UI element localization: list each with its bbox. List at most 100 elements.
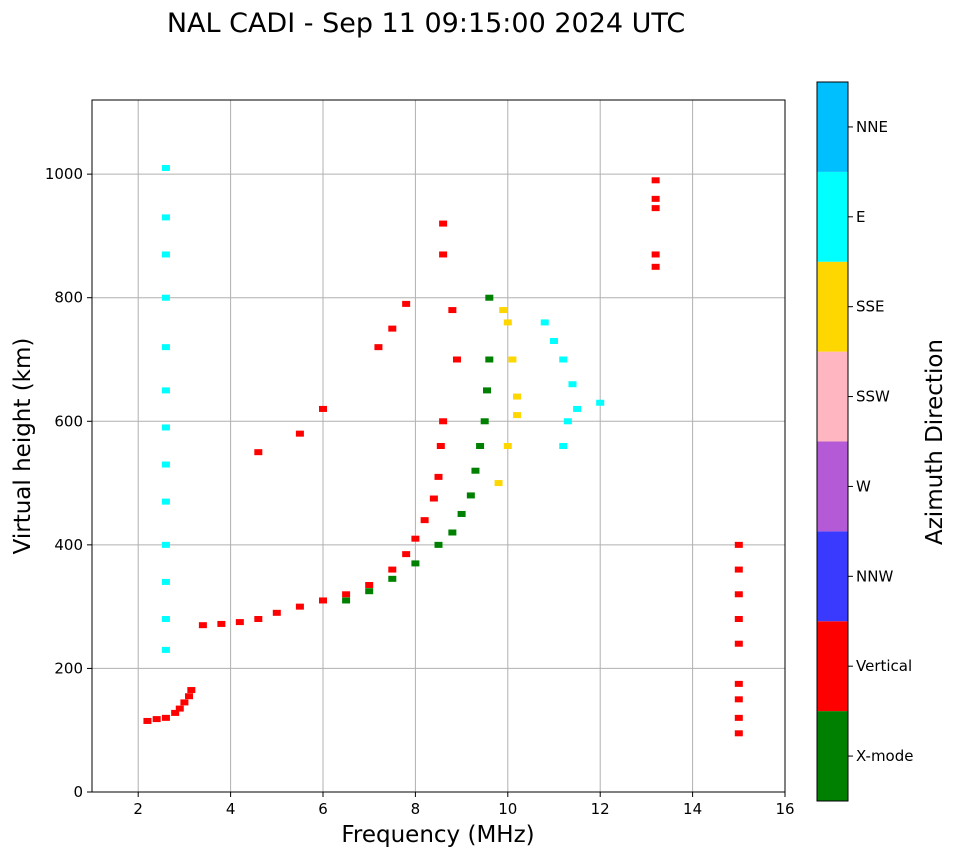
data-point xyxy=(485,294,494,301)
colorbar-tick-label: NNW xyxy=(856,567,893,585)
data-point xyxy=(295,430,304,437)
x-tick-label: 8 xyxy=(411,800,421,818)
data-point xyxy=(365,588,374,595)
y-tick-label: 0 xyxy=(73,783,83,801)
data-point xyxy=(734,730,743,737)
x-tick-label: 12 xyxy=(591,800,610,818)
data-point xyxy=(476,443,485,449)
data-point xyxy=(161,646,170,653)
data-point xyxy=(734,541,743,548)
plot-frame xyxy=(91,99,786,793)
data-point xyxy=(734,591,743,598)
data-point xyxy=(513,412,522,419)
data-point xyxy=(161,251,170,258)
x-axis-label: Frequency (MHz) xyxy=(341,822,534,848)
data-point xyxy=(161,498,170,505)
data-point xyxy=(485,356,494,363)
data-point xyxy=(161,541,170,548)
data-point xyxy=(439,251,448,258)
data-point xyxy=(420,517,429,524)
x-tick-label: 4 xyxy=(226,800,236,818)
data-point xyxy=(295,603,304,610)
data-point xyxy=(254,616,263,622)
series-sse-echoes xyxy=(494,307,522,487)
x-tick-label: 2 xyxy=(133,800,143,818)
data-point xyxy=(434,473,443,480)
series-spread-at-13-2-mhz xyxy=(651,177,660,270)
data-point xyxy=(374,344,383,351)
colorbar-segment xyxy=(817,351,848,442)
data-point xyxy=(388,566,397,573)
data-point xyxy=(175,705,184,712)
data-point xyxy=(185,693,194,700)
data-point xyxy=(235,619,244,626)
series-f-layer-x-mode xyxy=(342,294,494,604)
data-point xyxy=(171,709,180,716)
colorbar-tick-label: SSE xyxy=(856,298,885,316)
y-tick-label: 600 xyxy=(54,412,83,430)
colorbar-segment xyxy=(817,621,848,712)
data-point xyxy=(180,699,189,706)
data-marks xyxy=(143,164,743,737)
data-point xyxy=(411,535,420,542)
data-point xyxy=(734,566,743,573)
data-point xyxy=(161,344,170,351)
data-point xyxy=(161,294,170,301)
colorbar-segment xyxy=(817,531,848,622)
colorbar-label: Azimuth Direction xyxy=(922,339,948,545)
x-tick-label: 16 xyxy=(775,800,794,818)
data-point xyxy=(402,551,411,558)
data-point xyxy=(734,714,743,721)
data-point xyxy=(448,307,457,314)
y-tick-label: 200 xyxy=(54,659,83,677)
data-point xyxy=(651,263,660,270)
colorbar-segment xyxy=(817,261,848,352)
data-point xyxy=(161,214,170,221)
y-tick-label: 400 xyxy=(54,536,83,554)
data-point xyxy=(342,591,351,598)
data-point xyxy=(152,716,161,723)
data-point xyxy=(439,418,448,425)
data-point xyxy=(161,714,170,721)
data-point xyxy=(436,443,445,449)
data-point xyxy=(439,220,448,227)
x-tick-label: 14 xyxy=(683,800,702,818)
y-tick-label: 1000 xyxy=(45,165,83,183)
data-point xyxy=(143,717,152,724)
colorbar-segment xyxy=(817,711,848,801)
data-point xyxy=(503,319,512,326)
colorbar-segment xyxy=(817,441,848,532)
data-point xyxy=(483,387,492,394)
data-point xyxy=(568,381,577,388)
data-point xyxy=(457,510,466,517)
data-point xyxy=(319,597,327,604)
colorbar-frame xyxy=(816,81,849,802)
y-axis-ticks: 0 200 400 600 800 1000 xyxy=(45,165,92,801)
data-point xyxy=(161,616,170,622)
data-point xyxy=(550,337,558,344)
series-column-at-2-6-mhz xyxy=(161,164,170,653)
data-point xyxy=(161,424,170,431)
data-point xyxy=(161,164,170,171)
y-tick-label: 800 xyxy=(54,289,83,307)
data-point xyxy=(217,620,226,627)
data-point xyxy=(388,325,397,332)
data-point xyxy=(254,449,263,456)
data-point xyxy=(429,495,438,502)
data-point xyxy=(161,578,170,585)
data-point xyxy=(365,582,374,589)
colorbar-tick-label: E xyxy=(856,208,865,226)
data-point xyxy=(508,356,517,363)
x-axis-ticks: 2 4 6 8 10 12 14 16 xyxy=(133,792,795,818)
data-point xyxy=(651,177,660,184)
data-point xyxy=(651,205,660,212)
colorbar-segment xyxy=(817,82,848,172)
data-point xyxy=(161,387,170,394)
data-point xyxy=(198,622,207,629)
data-point xyxy=(494,480,503,487)
series-f-layer-trace xyxy=(198,418,448,629)
x-tick-label: 6 xyxy=(318,800,328,818)
data-point xyxy=(734,640,743,647)
data-point xyxy=(448,529,457,536)
